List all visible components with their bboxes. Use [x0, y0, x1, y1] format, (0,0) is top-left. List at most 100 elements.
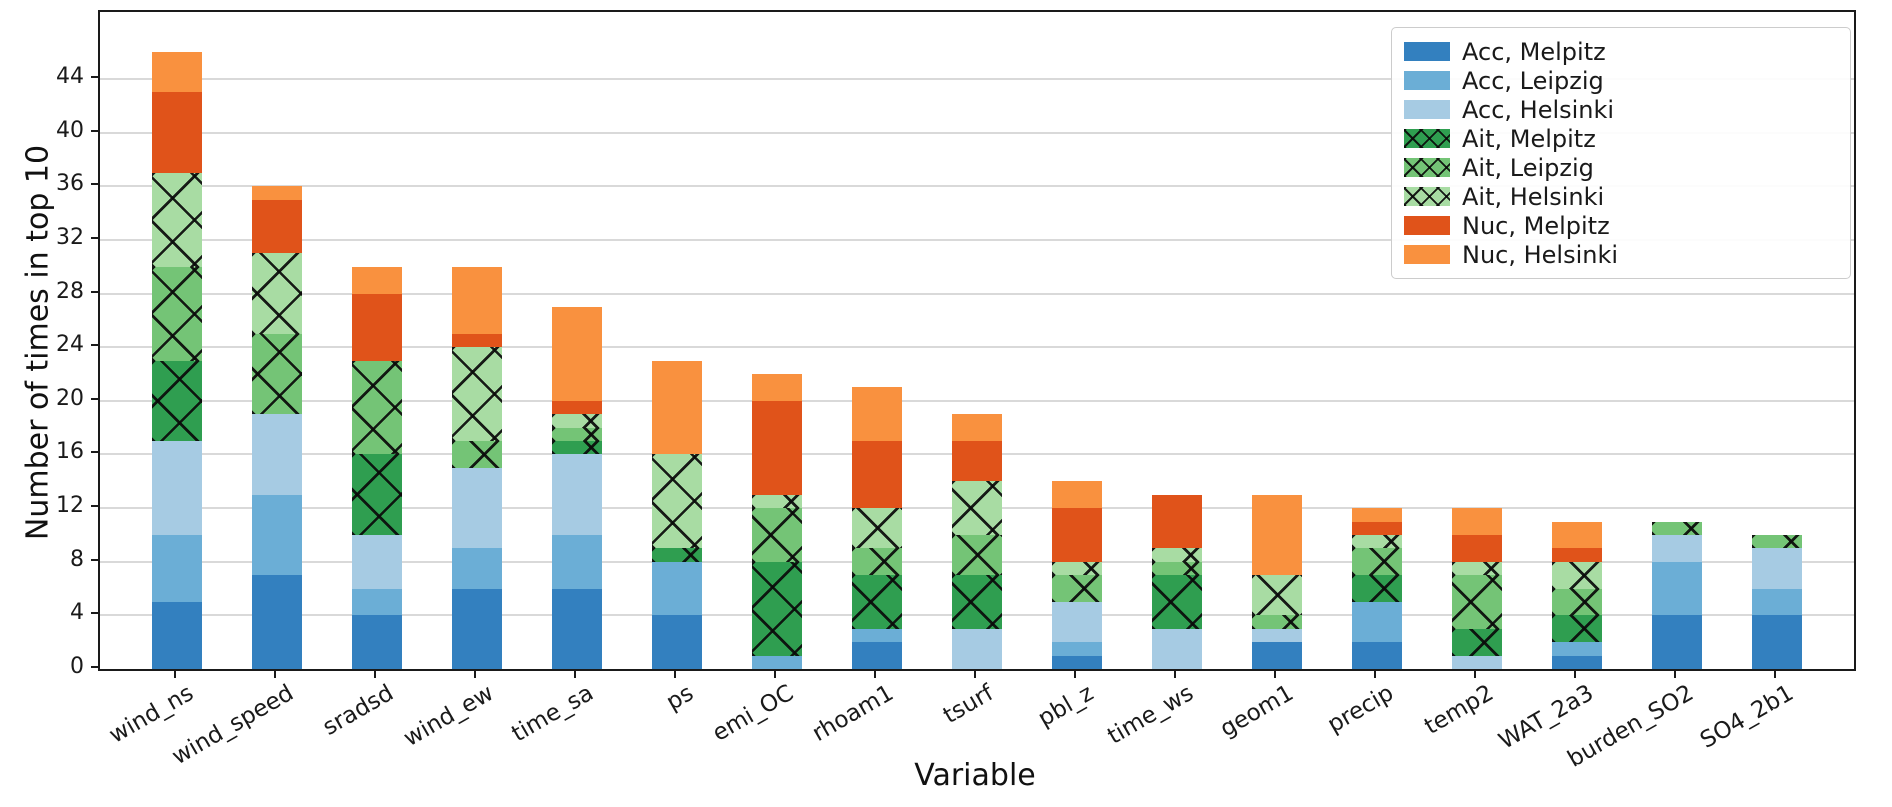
x-tick-mark — [374, 669, 376, 678]
y-tick-mark — [91, 397, 100, 400]
legend-item: Acc, Helsinki — [1404, 95, 1838, 124]
bar-segment — [1752, 548, 1802, 589]
bar-segment — [552, 427, 602, 442]
bar-segment — [852, 508, 902, 549]
bar-segment — [252, 575, 302, 669]
x-tick-mark — [574, 669, 576, 678]
bar-segment — [1352, 534, 1402, 549]
bar-segment — [1352, 575, 1402, 602]
legend-item: Ait, Helsinki — [1404, 182, 1838, 211]
gridline — [100, 131, 1854, 134]
bar-segment — [1152, 494, 1202, 549]
bar-segment — [452, 347, 502, 442]
bar-segment — [552, 441, 602, 455]
x-tick-mark — [1574, 669, 1576, 678]
gridline — [100, 292, 1854, 295]
bar-segment — [1152, 548, 1202, 562]
bar-segment — [1352, 521, 1402, 535]
bar-segment — [1252, 575, 1302, 616]
x-tick-mark — [1474, 669, 1476, 678]
bar-segment — [952, 441, 1002, 482]
y-tick-mark — [91, 558, 100, 561]
bar-segment — [852, 575, 902, 629]
bar-segment — [452, 441, 502, 468]
legend-item: Acc, Melpitz — [1404, 37, 1838, 66]
bar-segment — [1152, 575, 1202, 629]
bar-segment — [152, 360, 202, 442]
bar-segment — [1552, 588, 1602, 616]
bar-segment — [452, 266, 502, 334]
bar-segment — [152, 266, 202, 361]
x-tick-mark — [1774, 669, 1776, 678]
gridline — [100, 399, 1854, 402]
legend-item: Acc, Leipzig — [1404, 66, 1838, 95]
bar-segment — [1552, 548, 1602, 562]
bar-segment — [152, 441, 202, 535]
bar-segment — [1052, 575, 1102, 602]
legend-swatch — [1404, 245, 1450, 264]
bar-segment — [1452, 575, 1502, 629]
bar-segment — [552, 414, 602, 428]
legend-swatch — [1404, 187, 1450, 206]
bar-segment — [1252, 494, 1302, 576]
y-tick-mark — [91, 236, 100, 239]
bar-segment — [152, 534, 202, 602]
bar-segment — [1452, 534, 1502, 562]
legend-label: Nuc, Melpitz — [1462, 211, 1610, 240]
bar-segment — [1652, 534, 1702, 562]
y-tick-mark — [91, 451, 100, 454]
bar-segment — [352, 293, 402, 361]
bar-segment — [452, 467, 502, 549]
bar-segment — [1752, 534, 1802, 549]
bar-segment — [852, 441, 902, 509]
bar-segment — [1052, 481, 1102, 509]
bar-segment — [252, 494, 302, 576]
ytick-label: 28 — [56, 278, 84, 304]
ytick-label: 32 — [56, 224, 84, 250]
bar-segment — [1052, 655, 1102, 669]
bar-segment — [352, 266, 402, 294]
x-tick-mark — [774, 669, 776, 678]
ytick-label: 24 — [56, 332, 84, 358]
bar-segment — [152, 601, 202, 669]
legend-swatch — [1404, 129, 1450, 148]
bar-segment — [752, 400, 802, 495]
bar-segment — [552, 454, 602, 535]
legend-label: Ait, Melpitz — [1462, 124, 1596, 153]
bar-segment — [652, 360, 702, 455]
bar-segment — [1552, 655, 1602, 669]
bar-segment — [1252, 615, 1302, 629]
x-tick-mark — [1274, 669, 1276, 678]
bar-segment — [1352, 642, 1402, 669]
legend-label: Acc, Helsinki — [1462, 95, 1615, 124]
bar-segment — [652, 548, 702, 562]
bar-segment — [752, 508, 802, 562]
bar-segment — [352, 454, 402, 535]
ytick-label: 8 — [70, 546, 84, 572]
bar-segment — [1052, 561, 1102, 576]
bar-segment — [1652, 615, 1702, 669]
bar-segment — [252, 333, 302, 415]
bar-segment — [952, 628, 1002, 669]
bar-segment — [752, 655, 802, 669]
bar-segment — [852, 548, 902, 576]
x-tick-mark — [874, 669, 876, 678]
gridline — [100, 346, 1854, 349]
x-tick-mark — [1674, 669, 1676, 678]
bar-segment — [1552, 642, 1602, 656]
bar-segment — [252, 414, 302, 495]
bar-segment — [1452, 655, 1502, 669]
ytick-label: 36 — [56, 171, 84, 197]
bar-segment — [152, 92, 202, 173]
ytick-label: 12 — [56, 493, 84, 519]
bar-segment — [952, 481, 1002, 535]
legend-swatch — [1404, 158, 1450, 177]
legend-label: Acc, Leipzig — [1462, 66, 1604, 95]
bar-segment — [752, 561, 802, 656]
x-tick-mark — [674, 669, 676, 678]
bar-segment — [352, 360, 402, 455]
bar-segment — [352, 534, 402, 589]
bar-segment — [1652, 561, 1702, 616]
legend-label: Nuc, Helsinki — [1462, 240, 1619, 269]
